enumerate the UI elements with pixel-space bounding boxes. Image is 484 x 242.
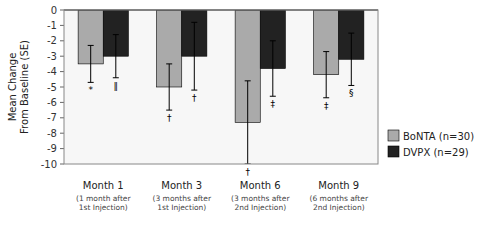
text-line: (3 months after	[231, 194, 290, 203]
legend-swatch	[388, 146, 399, 157]
text-line: (1 month after	[76, 194, 131, 203]
error-bar	[88, 45, 94, 82]
error-bar	[113, 35, 119, 78]
error-cap	[348, 85, 354, 86]
y-tick-label: -10	[41, 159, 57, 170]
error-cap	[270, 96, 276, 97]
annotation: ‡	[324, 101, 329, 111]
y-tick	[60, 102, 64, 103]
y-tick-label: -9	[47, 143, 57, 154]
y-tick	[60, 40, 64, 41]
x-tick-label: Month 6	[240, 180, 281, 191]
error-bar	[348, 33, 354, 85]
y-tick	[60, 117, 64, 118]
legend-label: DVPX (n=29)	[403, 147, 469, 158]
y-tick-label: -1	[47, 20, 57, 31]
error-bar	[323, 52, 329, 98]
text-line: From Baseline (SE)	[19, 40, 30, 134]
text-line: 1st Injection)	[79, 203, 128, 212]
error-cap	[270, 40, 276, 41]
y-tick-label: -3	[47, 51, 57, 62]
legend-label: BoNTA (n=30)	[403, 131, 474, 142]
y-tick-label: -5	[47, 82, 57, 93]
y-tick	[60, 71, 64, 72]
y-tick	[60, 133, 64, 134]
annotation: §	[349, 88, 354, 98]
y-tick-label: 0	[51, 5, 57, 16]
error-stem	[326, 52, 327, 98]
error-cap	[191, 22, 197, 23]
error-stem	[247, 81, 248, 164]
error-stem	[90, 45, 91, 82]
text-line: 2nd Injection)	[313, 203, 365, 212]
y-tick-label: -4	[47, 66, 57, 77]
x-subcategory-label: (1 month after1st Injection)	[76, 194, 131, 212]
text-line: 1st Injection)	[157, 203, 206, 212]
annotation: †	[167, 113, 172, 123]
x-subcategory-label: (6 months after2nd Injection)	[310, 194, 369, 212]
x-tick-label: Month 9	[318, 180, 359, 191]
annotation: ‖	[114, 81, 119, 91]
marks	[78, 10, 364, 164]
y-tick-label: -6	[47, 97, 57, 108]
x-tick-label: Month 1	[83, 180, 124, 191]
error-stem	[194, 22, 195, 90]
x-subcategory-label: (3 months after1st Injection)	[153, 194, 212, 212]
error-bar	[166, 64, 172, 110]
y-axis-label: Mean ChangeFrom Baseline (SE)	[7, 40, 30, 134]
text-line: (3 months after	[153, 194, 212, 203]
error-bar	[245, 81, 251, 164]
error-stem	[169, 64, 170, 110]
y-tick-label: -8	[47, 128, 57, 139]
legend-swatch	[388, 130, 399, 141]
error-cap	[348, 33, 354, 34]
error-stem	[115, 35, 116, 78]
y-tick	[60, 56, 64, 57]
error-cap	[88, 82, 94, 83]
error-cap	[113, 34, 119, 35]
error-cap	[166, 110, 172, 111]
plot-area	[64, 10, 378, 164]
x-subcategory-label: (3 months after2nd Injection)	[231, 194, 290, 212]
text-line: Mean Change	[7, 53, 18, 122]
y-tick-label: -7	[47, 112, 57, 123]
y-tick-label: -2	[47, 35, 57, 46]
annotation: †	[245, 167, 250, 177]
x-tick-label: Month 3	[161, 180, 202, 191]
text-line: (6 months after	[310, 194, 369, 203]
y-tick	[60, 25, 64, 26]
error-cap	[323, 51, 329, 52]
text-line: 2nd Injection)	[234, 203, 286, 212]
legend: BoNTA (n=30) DVPX (n=29)	[388, 130, 474, 158]
error-stem	[351, 33, 352, 85]
plot-frame	[64, 10, 378, 164]
error-stem	[272, 41, 273, 96]
error-cap	[245, 80, 251, 81]
error-bar	[270, 41, 276, 96]
annotation: †	[192, 93, 197, 103]
y-tick	[60, 87, 64, 88]
error-cap	[166, 63, 172, 64]
error-bar	[191, 22, 197, 90]
y-tick	[60, 164, 64, 165]
y-tick	[60, 10, 64, 11]
error-cap	[113, 77, 119, 78]
error-cap	[191, 90, 197, 91]
annotation: ‡	[271, 99, 276, 109]
annotation: *	[88, 85, 93, 95]
error-cap	[323, 97, 329, 98]
error-cap	[88, 45, 94, 46]
y-tick	[60, 148, 64, 149]
chart: 0 -1 -2 -3 -4 -5 -6 -7 -8 -9 -10 Mean ChangeFrom Ba…	[0, 0, 484, 242]
